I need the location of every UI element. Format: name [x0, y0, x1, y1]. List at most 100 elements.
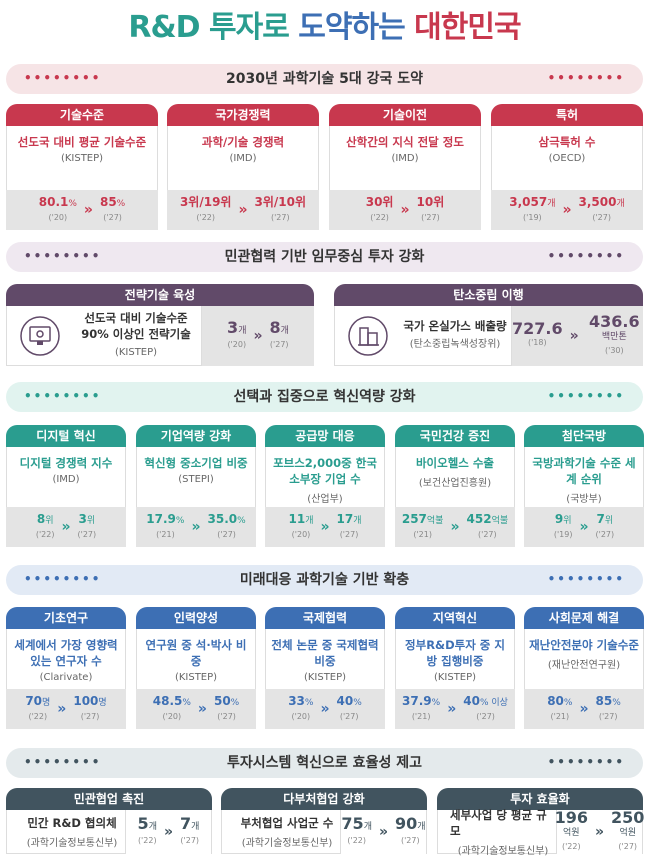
value-from: 257억불 ('21)	[402, 513, 444, 541]
value-to-unit: 개	[417, 821, 426, 832]
card-source: (산업부)	[307, 494, 343, 505]
year-from: ('18)	[527, 338, 547, 347]
card-header: 지역혁신	[395, 607, 515, 629]
card-title: 선도국 대비 평균 기술수준	[17, 135, 147, 149]
card-header: 민관협업 촉진	[6, 788, 212, 810]
title-part3: 대한민국	[414, 10, 521, 45]
card-header: 공급망 대응	[265, 425, 385, 447]
card-title: 바이오헬스 수출	[415, 456, 495, 470]
card-title: 삼극특허 수	[538, 135, 596, 149]
value-to-number: 85	[595, 694, 613, 708]
value-to: 10위 ('27)	[417, 196, 445, 224]
value-to-year: ('27)	[180, 835, 200, 845]
section-heading-2: •••••••• 민관협력 기반 임무중심 투자 강화 ••••••••	[6, 242, 643, 272]
value-from-number: 11	[288, 512, 306, 526]
arrow-icon: »	[569, 328, 579, 344]
value-from-number: 80.1	[38, 195, 69, 209]
value-to: 85% ('27)	[100, 196, 125, 224]
value-from-number: 30위	[365, 195, 394, 209]
value-to-year: ('27)	[80, 712, 100, 721]
value-to-year: ('27)	[478, 530, 497, 539]
card-source: (Clarivate)	[39, 672, 93, 683]
metric-card: 기업역량 강화 혁신형 중소기업 비중 (STEPI) 17.9% ('21)» 35.0…	[136, 425, 256, 547]
metric-card: 민관협업 촉진 민간 R&D 협의체 (과학기술정보통신부) 5개 ('22)» 7개 ('…	[6, 788, 212, 854]
card-source: (국방부)	[566, 494, 602, 505]
value-from-unit: %	[304, 698, 314, 708]
metric-card: 기술이전 산학간의 지식 전달 정도 (IMD) 30위 ('22) » 10위 ('27)	[329, 104, 481, 230]
value-from-number: 75	[341, 813, 364, 833]
arrow-icon: »	[57, 701, 67, 717]
card-header: 국제협력	[265, 607, 385, 629]
value-from-number: 9	[554, 512, 564, 526]
value-to-unit: 위	[86, 516, 96, 526]
value-to-unit: 명	[98, 698, 107, 708]
value-from: 11개 ('20)	[288, 513, 313, 541]
metric-card: 다부처협업 강화 부처협업 사업군 수 (과학기술정보통신부) 75개 ('22)» 90…	[221, 788, 427, 854]
value-to: 3,500개 ('27)	[579, 196, 625, 224]
card-header: 디지털 혁신	[6, 425, 126, 447]
value-from-number: 48.5	[152, 694, 183, 708]
value-to-year: ('27)	[400, 835, 420, 845]
section-heading-1: •••••••• 2030년 과학기술 5대 강국 도약 ••••••••	[6, 64, 643, 94]
card-title: 세계에서 가장 영향력 있는 연구자 수	[14, 638, 118, 668]
metric-card: 첨단국방 국방과학기술 수준 세계 순위 (국방부) 9위 ('19)» 7위 ('27)	[524, 425, 644, 547]
dots-decoration: ••••••••	[24, 249, 102, 263]
value-to-number: 7	[596, 512, 605, 526]
card-source: (IMD)	[391, 153, 419, 164]
value-from-unit: %	[68, 199, 77, 209]
card-source: (보건산업진흥원)	[418, 478, 492, 489]
card-header: 기초연구	[6, 607, 126, 629]
value-to: 3위/10위 ('27)	[255, 196, 307, 224]
value-to: 436.6	[589, 311, 640, 331]
arrow-icon: »	[594, 824, 605, 840]
metric-card: 기술수준 선도국 대비 평균 기술수준 (KISTEP) 80.1% ('20)» 85%…	[6, 104, 158, 230]
card-title: 국가 온실가스 배출량	[403, 319, 507, 333]
dots-decoration: ••••••••	[547, 572, 625, 586]
value-from-year: ('21)	[550, 712, 570, 721]
value-to: 40% ('27)	[337, 695, 362, 723]
card-header: 전략기술 육성	[6, 284, 314, 306]
card-title: 연구원 중 석·박사 비중	[145, 638, 247, 668]
value-to: 90개 ('27)	[395, 815, 426, 847]
arrow-icon: »	[400, 202, 410, 218]
value-to-number: 250	[611, 807, 645, 827]
value-from-unit: 명	[42, 698, 51, 708]
metric-card: 국가경쟁력 과학/기술 경쟁력 (IMD) 3위/19위 ('22) » 3위/10위 ('2…	[167, 104, 319, 230]
dots-decoration: ••••••••	[547, 71, 625, 85]
building-icon	[345, 313, 391, 359]
arrow-icon: »	[253, 328, 263, 344]
value-from: 37.9% ('21)	[402, 695, 440, 723]
value-to-unit: %	[612, 698, 621, 708]
value-from-unit: 위	[45, 516, 54, 526]
card-values: 9위 ('19)» 7위 ('27)	[524, 507, 644, 547]
card-source: (KISTEP)	[174, 672, 218, 683]
arrow-icon: »	[61, 519, 71, 535]
value-to-unit: 개	[616, 199, 625, 209]
title-part1: R&D 투자로	[128, 10, 289, 45]
section-4-title: 미래대응 과학기술 기반 확충	[239, 572, 410, 588]
value-from-year: ('22)	[196, 213, 216, 222]
card-title: 과학/기술 경쟁력	[201, 135, 285, 149]
card-title: 세부사업 당 평균 규모	[450, 807, 547, 838]
card-carbon-neutral: 탄소중립 이행 국가 온실가스 배출량 (탄소중립녹색성장위) 727.6 ('1…	[334, 284, 643, 366]
card-source: (OECD)	[548, 153, 586, 164]
value-from-number: 37.9	[402, 694, 432, 708]
value-from: 196억원 ('22)	[555, 809, 588, 853]
value-to-year: ('27)	[77, 530, 97, 539]
value-to: 85% ('27)	[596, 695, 621, 723]
unit-to: 개	[280, 325, 289, 336]
card-header: 기술이전	[329, 104, 481, 126]
value-to-unit: 억원	[619, 827, 637, 838]
value-from-year: ('21)	[156, 530, 175, 539]
value-from-year: ('20)	[162, 712, 182, 721]
metric-card: 특허 삼극특허 수 (OECD) 3,057개 ('19)» 3,500개 ('27)	[491, 104, 643, 230]
metric-card: 투자 효율화 세부사업 당 평균 규모 (과학기술정보통신부) 196억원 ('22)»…	[437, 788, 645, 856]
card-header: 투자 효율화	[437, 788, 643, 810]
card-title: 포브스2,000중 한국 소부장 기업 수	[273, 456, 377, 486]
value-from: 3위/19위 ('22)	[180, 196, 232, 224]
card-title: 산학간의 지식 전달 정도	[346, 135, 464, 149]
value-to: 40% 이상 ('27)	[463, 695, 508, 723]
value-to: 8	[269, 317, 281, 337]
card-header: 사회문제 해결	[524, 607, 644, 629]
card-header: 특허	[491, 104, 643, 126]
